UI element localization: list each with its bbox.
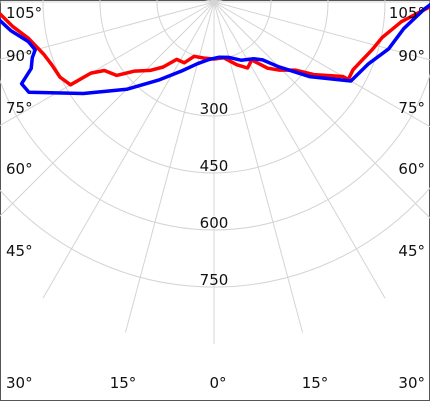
radial-tick-label: 600 [200,214,229,232]
angle-label-left: 15° [110,374,137,392]
radial-tick-label: 750 [200,271,229,289]
grid-spoke [213,1,430,128]
chart-labels: 105° 90° 75° 60° 45° 30° 15° 105° 90° 75° 60° 45° 30… [6,4,425,392]
grid-spoke [0,1,215,127]
angle-label-left: 105° [6,4,42,22]
angle-label-right: 30° [398,374,425,392]
grid-spoke [213,1,430,219]
angle-label-left: 45° [6,242,33,260]
grid-spoke [0,1,215,217]
chart-series [0,2,430,96]
grid-spoke [42,1,215,299]
angle-label-left: 30° [6,374,33,392]
angle-label-right: 75° [398,99,425,117]
angle-label-right: 105° [389,4,425,22]
radial-tick-label: 300 [200,100,229,118]
series-line-1 [0,2,430,96]
grid-spoke [213,1,430,61]
angle-label-left: 75° [6,99,33,117]
angle-label-left: 90° [6,47,33,65]
grid-spoke [213,1,386,299]
angle-label-right: 45° [398,242,425,260]
radial-tick-label: 450 [200,157,229,175]
angle-label-right: 15° [302,374,329,392]
angle-label-right: 90° [398,47,425,65]
angle-label-left: 60° [6,160,33,178]
angle-label-bottom: 0° [209,374,226,392]
grid-spoke [0,1,215,60]
angle-label-right: 60° [398,160,425,178]
